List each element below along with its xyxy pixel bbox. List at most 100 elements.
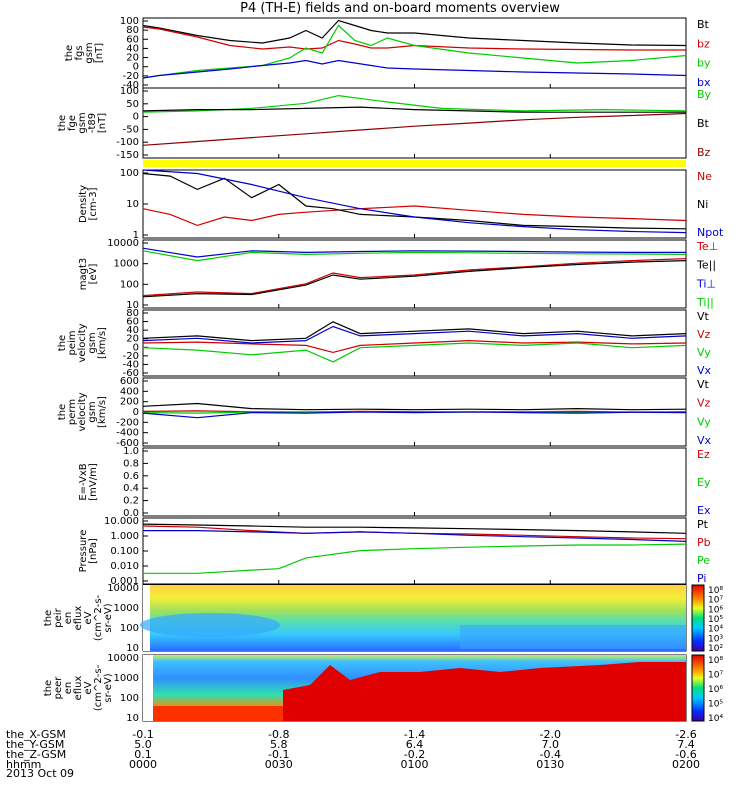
footer-row-0-value-0: -0.1 (132, 728, 153, 741)
panel-7-legend-pe: Pe (697, 554, 710, 567)
electron-bottom-band (153, 706, 283, 721)
panel-4-ylabel-line-1: peim (67, 330, 78, 355)
panel-0-ylabel-line-2: gsm (84, 42, 95, 63)
panel-5-legend-vx: Vx (697, 434, 712, 447)
panel-6-ytick-3: 0.4 (123, 483, 139, 494)
footer-row-0-value-4: -2.6 (675, 728, 696, 741)
panel-4-ytick-5: -20 (123, 351, 139, 362)
panel-8-ylabel-line-3: eflux (73, 606, 84, 631)
panel-9-ylabel-line-0: the (43, 680, 54, 696)
panel-0-series-bz (142, 26, 686, 51)
panel-3-legend-te: Te⊥ (696, 240, 718, 253)
panel-7-ytick-4: 0.001 (110, 576, 139, 587)
figure-title: P4 (TH-E) fields and on-board moments ov… (240, 1, 560, 16)
panel-5-ylabel-line-2: velocity (77, 392, 88, 431)
panel-1-legend-by: By (697, 88, 712, 101)
footer-row-3-value-4: 0200 (672, 758, 700, 771)
panel-9-ylabel-line-2: en (63, 682, 74, 695)
colorbar-9-label-2: 10⁶ (708, 685, 723, 695)
panel-3-ytick-2: 100 (120, 279, 139, 290)
panel-4-legend-vz: Vz (697, 328, 711, 341)
panel-8-ytick-2: 100 (120, 623, 139, 634)
panel-4-series-vz (142, 339, 687, 354)
panel-0-ylabel-line-0: the (64, 45, 75, 61)
panel-1-ytick-0: 100 (120, 86, 139, 97)
panel-3-legend-ti: Ti⊥ (696, 277, 716, 290)
footer-row-1-value-3: 7.0 (542, 738, 560, 751)
panel-2-series-ne (142, 205, 687, 227)
panel-6-ytick-2: 0.6 (123, 471, 139, 482)
panel-6: 1.00.8 0.60.4 0.20.0 E=-VxB [mV/m] Ez Ey Ex (78, 446, 711, 519)
panel-0-ytick-6: -20 (123, 71, 139, 82)
panel-3-ytick-3: 10 (126, 300, 139, 311)
panel-3-ytick-1: 1000 (114, 259, 139, 270)
footer-row-0-value-3: -2.0 (540, 728, 561, 741)
panel-5-legend-vt: Vt (697, 378, 710, 391)
panel-0-ytick-1: 80 (126, 25, 139, 36)
panel-0-ylabel-line-3: [nT] (94, 43, 105, 63)
panel-0-ytick-4: 20 (126, 53, 139, 64)
panel-5-ytick-6: -600 (116, 438, 139, 449)
panel-9-ylabel-line-6: sr-eV) (103, 673, 114, 702)
panel-6-ylabel-line-0: E=-VxB (78, 463, 89, 500)
panel-7-ylabel: Pressure [nPa] (78, 530, 99, 573)
colorbar-8-label-1: 10⁷ (708, 596, 723, 606)
panel-0-ytick-5: 0 (133, 62, 139, 73)
panel-2-ylabel: Density [cm-3] (78, 185, 99, 223)
panel-8-ytick-1: 1000 (114, 603, 139, 614)
panel-1-legend-bt: Bt (697, 117, 710, 130)
panel-9-ylabel-line-1: peer (53, 676, 64, 700)
panel-8-ytick-3: 10 (126, 643, 139, 654)
footer-row-1-value-4: 7.4 (677, 738, 695, 751)
panel-4-series-vt (142, 321, 687, 342)
panel-1-frame (142, 87, 687, 159)
footer-row-3-value-2: 0100 (401, 758, 429, 771)
panel-4-ylabel-line-3: gsm (87, 332, 98, 353)
panel-0-series-bx (142, 59, 687, 79)
panel-4-ytick-3: 20 (126, 334, 139, 345)
panel-2-legend-ni: Ni (697, 198, 708, 211)
status-bar (143, 160, 686, 167)
footer-row-1-value-0: 5.0 (134, 738, 152, 751)
panel-4-legend-vx: Vx (697, 364, 712, 377)
colorbar-8-label-4: 10⁴ (708, 625, 723, 635)
panel-4-ytick-4: 0 (133, 342, 139, 353)
footer-row-1-value-2: 6.4 (406, 738, 424, 751)
panel-3-ytick-0: 10000 (107, 238, 139, 249)
panel-5-ylabel-line-4: [km/s] (97, 396, 108, 428)
panel-0-ytick-0: 100 (120, 16, 139, 27)
ion-cold-population (140, 613, 280, 637)
panel-1: 100 50 0-50 -100 -150 the fge gsm -t89 [nT] By Bt Bz (57, 86, 712, 161)
panel-4-ytick-6: -40 (123, 359, 139, 370)
panel-0-legend-bz: bz (697, 37, 710, 50)
panel-9-ylabel-line-5: (cm^2-s- (93, 664, 104, 711)
panel-7-legend-pi: Pi (697, 572, 706, 585)
panel-1-ylabel-line-3: -t89 (87, 113, 98, 133)
panel-7-legend-pt: Pt (697, 518, 709, 531)
panel-9-ytick-1: 1000 (114, 673, 139, 684)
panel-5-ytick-0: 600 (120, 376, 139, 387)
footer-row-0-value-1: -0.8 (268, 728, 289, 741)
panel-8-ylabel-line-1: peir (53, 607, 64, 627)
ion-colorbar (691, 584, 705, 652)
panel-2-ytick-0: 100 (120, 168, 139, 179)
panel-2-series-npot (142, 169, 687, 234)
panel-3-series-te (142, 258, 687, 297)
panel-0-legend-bx: bx (697, 76, 711, 89)
panel-7-ytick-3: 0.010 (110, 561, 139, 572)
footer-row-3-label: hhmm (6, 758, 41, 771)
colorbar-8-label-6: 10² (708, 644, 723, 654)
panel-1-ytick-2: 0 (133, 112, 139, 123)
panel-3-ylabel: magt3 [eV] (78, 258, 99, 291)
panel-1-series-bz (142, 112, 687, 146)
panel-1-series-bt (142, 106, 686, 113)
panel-7-series-pe (143, 543, 687, 574)
colorbar-9-label-3: 10⁵ (708, 700, 723, 710)
